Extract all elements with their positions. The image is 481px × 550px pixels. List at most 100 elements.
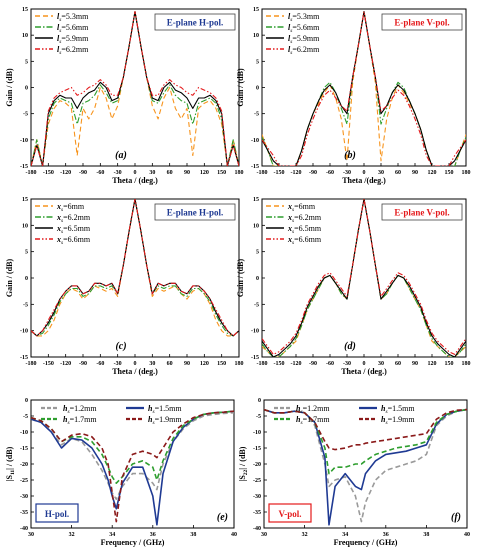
x-tick-label: -180 [257, 361, 268, 367]
y-tick-label: 0 [25, 398, 28, 404]
y-tick-label: 15 [22, 7, 28, 13]
legend-label-3: xs=6.5mm [287, 224, 322, 235]
series-group [31, 410, 234, 526]
x-tick-label: 30 [378, 170, 384, 176]
x-tick-label: 150 [445, 170, 454, 176]
y-tick-label: -15 [253, 446, 261, 452]
series-line-3 [262, 199, 466, 357]
x-tick-label: -30 [114, 361, 122, 367]
x-tick-label: 90 [412, 170, 418, 176]
x-tick-label: -120 [60, 361, 71, 367]
x-tick-label: 90 [412, 361, 418, 367]
x-tick-label: -90 [79, 361, 87, 367]
x-tick-label: 30 [28, 532, 34, 538]
x-tick-label: 120 [428, 170, 437, 176]
x-tick-label: 60 [167, 170, 173, 176]
legend-label-2: ls=5.6mm [57, 23, 89, 34]
y-axis-label: Gain / (dB) [5, 68, 14, 107]
x-axis-label: Theta / (deg.) [112, 367, 158, 376]
plot-frame [261, 198, 467, 358]
x-tick-label: -150 [43, 170, 54, 176]
y-tick-label: -20 [20, 462, 28, 468]
x-tick-label: 0 [363, 361, 366, 367]
y-tick-label: -5 [23, 414, 28, 420]
y-tick-label: 0 [256, 86, 259, 92]
x-tick-label: 90 [184, 361, 190, 367]
y-tick-label: -10 [251, 138, 259, 144]
legend-label-2: xs=6.2mm [287, 213, 322, 224]
legend-label-1: hs=1.2mm [63, 404, 97, 415]
y-tick-label: 0 [258, 398, 261, 404]
x-tick-label: 30 [149, 361, 155, 367]
y-tick-label: -40 [253, 526, 261, 532]
panel-label: (a) [115, 150, 127, 161]
x-tick-label: 150 [445, 361, 454, 367]
y-axis-label: |S11| / (dB) [5, 446, 16, 481]
series-line-4 [31, 410, 234, 523]
x-tick-label: -120 [291, 361, 302, 367]
x-axis-label: Frequency / (GHz) [334, 538, 398, 547]
legend-label-1: hs=1.2mm [296, 404, 330, 415]
y-axis-label: Gain / (dB) [236, 259, 245, 298]
y-tick-label: 5 [256, 250, 259, 256]
legend-label-1: ls=5.3mm [288, 12, 320, 23]
x-tick-label: 120 [200, 361, 209, 367]
x-tick-label: -60 [326, 170, 334, 176]
y-tick-label: 15 [253, 7, 259, 13]
y-tick-label: -5 [254, 112, 259, 118]
legend-label-4: xs=6.6mm [56, 235, 91, 246]
x-tick-label: 36 [383, 532, 389, 538]
x-tick-label: 34 [109, 532, 115, 538]
series-line-4 [31, 11, 239, 166]
title-box [35, 503, 79, 523]
legend-label-2: ls=5.6mm [288, 23, 320, 34]
x-tick-label: 36 [150, 532, 156, 538]
y-tick-label: -5 [23, 112, 28, 118]
panel-label: (c) [115, 341, 126, 352]
x-tick-label: -90 [309, 361, 317, 367]
series-line-3 [264, 408, 467, 475]
x-tick-label: -150 [43, 361, 54, 367]
panel-title: H-pol. [45, 509, 69, 519]
y-tick-label: -10 [251, 329, 259, 335]
panel-title: E-plane V-pol. [394, 18, 449, 28]
y-tick-label: 15 [22, 197, 28, 203]
x-tick-label: -120 [60, 170, 71, 176]
legend-label-3: ls=5.9mm [57, 34, 89, 45]
x-tick-label: 120 [200, 170, 209, 176]
series-line-3 [31, 410, 234, 485]
legend-label-3: ls=5.9mm [288, 34, 320, 45]
series-line-2 [262, 199, 466, 357]
x-tick-label: 30 [149, 170, 155, 176]
y-tick-label: -10 [20, 138, 28, 144]
y-tick-label: -5 [254, 302, 259, 308]
x-tick-label: -150 [274, 170, 285, 176]
x-tick-label: -90 [309, 170, 317, 176]
chart-panel-e: 30 32 34 36 38 40 -40 -35 -30 -25 -20 -15 -10 -5 0 Freq… [5, 398, 237, 547]
y-tick-label: -15 [20, 164, 28, 170]
chart-panel-d: -180 -150 -120 -90 -60 -30 0 30 60 90 120 150 180-15… [236, 197, 471, 376]
legend-label-2: xs=6.2mm [56, 213, 91, 224]
legend-label-4: ls=6.2mm [57, 45, 89, 56]
series-group [262, 199, 466, 357]
x-tick-label: 150 [217, 170, 226, 176]
legend-label-3: hs=1.7mm [63, 415, 97, 426]
x-axis-label: Theta / (deg.) [112, 176, 158, 185]
x-tick-label: 40 [231, 532, 237, 538]
x-axis-label: Theta / (deg.) [341, 367, 387, 376]
chart-panel-b: -180 -150 -120 -90 -60 -30 0 30 60 90 120 150 180-15… [236, 7, 471, 185]
chart-panel-f: 30 32 34 36 38 40 -40 -35 -30 -25 -20 -15 -10 -5 0 Freq… [238, 398, 470, 547]
x-tick-label: 180 [462, 361, 471, 367]
y-tick-label: 15 [253, 197, 259, 203]
y-tick-label: -10 [20, 430, 28, 436]
x-tick-label: 60 [167, 361, 173, 367]
y-tick-label: -30 [253, 494, 261, 500]
y-tick-label: -40 [20, 526, 28, 532]
y-tick-label: -25 [253, 478, 261, 484]
series-line-4 [31, 199, 239, 337]
y-tick-label: 0 [25, 276, 28, 282]
y-axis-label: Gain / (dB) [236, 68, 245, 107]
x-tick-label: 0 [134, 361, 137, 367]
x-tick-label: -60 [326, 361, 334, 367]
